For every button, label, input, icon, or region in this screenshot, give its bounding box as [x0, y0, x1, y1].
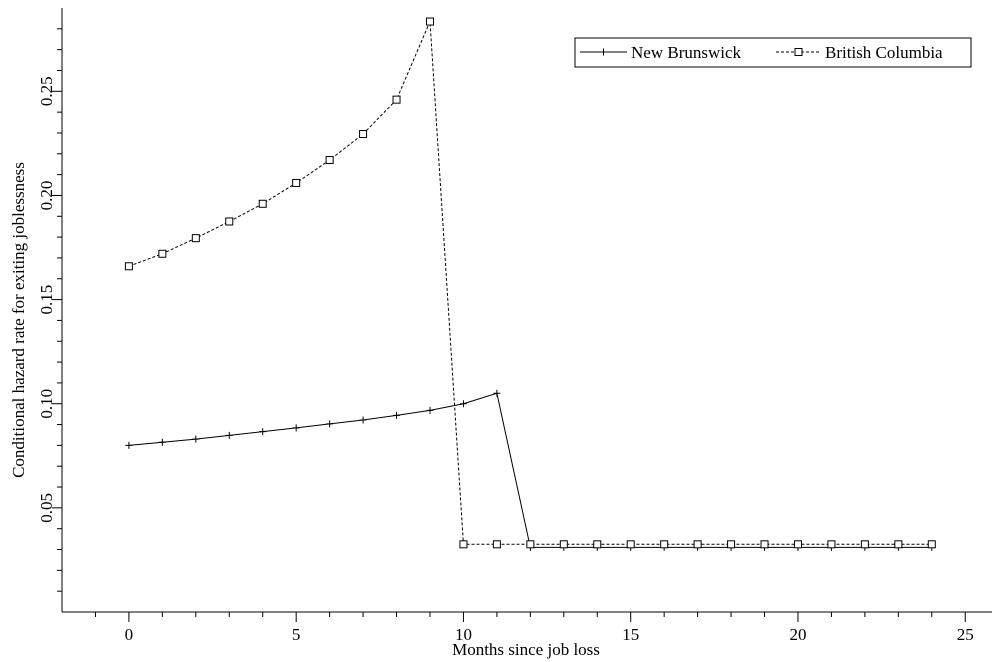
- legend-label-new-brunswick: New Brunswick: [631, 43, 742, 62]
- point-british-columbia: [526, 540, 535, 549]
- legend-entry-new-brunswick: New Brunswick: [580, 43, 742, 62]
- series-line-british-columbia: [128, 21, 932, 545]
- series-new-brunswick: [125, 389, 936, 551]
- legend-label-british-columbia: British Columbia: [825, 43, 943, 62]
- point-british-columbia: [927, 540, 936, 549]
- point-british-columbia: [727, 540, 736, 549]
- point-british-columbia: [760, 540, 769, 549]
- point-british-columbia: [693, 540, 702, 549]
- plot-axes: [61, 8, 992, 613]
- legend-marker-british-columbia: [794, 48, 803, 56]
- x-axis-label: Months since job loss: [452, 640, 600, 659]
- point-british-columbia: [894, 540, 903, 549]
- point-new-brunswick: [359, 416, 367, 424]
- point-british-columbia: [860, 540, 869, 549]
- x-tick-label-5: 5: [292, 625, 301, 644]
- point-new-brunswick: [326, 420, 334, 428]
- x-tick-label-10: 10: [455, 625, 472, 644]
- axis-ticks: 0 5 10 15 20 25 0.05 0.10 0.15 0.20 0.25: [37, 28, 974, 644]
- point-british-columbia: [660, 540, 669, 549]
- point-new-brunswick: [192, 435, 200, 443]
- point-new-brunswick: [459, 400, 467, 408]
- y-tick-label-0.25: 0.25: [37, 76, 56, 106]
- point-british-columbia: [392, 95, 401, 104]
- point-new-brunswick: [225, 431, 233, 439]
- point-british-columbia: [325, 156, 334, 165]
- point-british-columbia: [425, 17, 434, 26]
- legend-marker-new-brunswick: [600, 48, 607, 56]
- point-british-columbia: [626, 540, 635, 549]
- point-british-columbia: [827, 540, 836, 549]
- point-new-brunswick: [393, 411, 401, 419]
- x-tick-label-25: 25: [957, 625, 974, 644]
- x-tick-label-0: 0: [125, 625, 134, 644]
- point-british-columbia: [191, 234, 200, 243]
- legend-entry-british-columbia: British Columbia: [776, 43, 943, 62]
- x-tick-label-15: 15: [622, 625, 639, 644]
- point-british-columbia: [559, 540, 568, 549]
- y-tick-label-0.10: 0.10: [37, 389, 56, 419]
- point-new-brunswick: [493, 389, 501, 397]
- legend: New Brunswick British Columbia: [574, 37, 972, 68]
- point-british-columbia: [158, 249, 167, 258]
- series-british-columbia: [124, 17, 936, 549]
- point-british-columbia: [124, 262, 133, 271]
- y-tick-label-0.20: 0.20: [37, 181, 56, 211]
- point-british-columbia: [459, 540, 468, 549]
- point-new-brunswick: [292, 424, 300, 432]
- point-new-brunswick: [259, 428, 267, 436]
- y-tick-label-0.05: 0.05: [37, 493, 56, 523]
- point-british-columbia: [225, 217, 234, 226]
- series-layer: [124, 17, 936, 551]
- legend-box: [574, 37, 972, 68]
- point-british-columbia: [258, 199, 267, 208]
- point-new-brunswick: [125, 441, 133, 449]
- series-line-new-brunswick: [128, 392, 932, 548]
- x-tick-label-20: 20: [789, 625, 806, 644]
- point-british-columbia: [292, 178, 301, 187]
- point-british-columbia: [593, 540, 602, 549]
- point-new-brunswick: [158, 438, 166, 446]
- point-british-columbia: [793, 540, 802, 549]
- y-axis-label: Conditional hazard rate for exiting jobl…: [9, 162, 28, 478]
- point-new-brunswick: [426, 406, 434, 414]
- point-british-columbia: [359, 130, 368, 139]
- point-british-columbia: [492, 540, 501, 549]
- y-tick-label-0.15: 0.15: [37, 285, 56, 315]
